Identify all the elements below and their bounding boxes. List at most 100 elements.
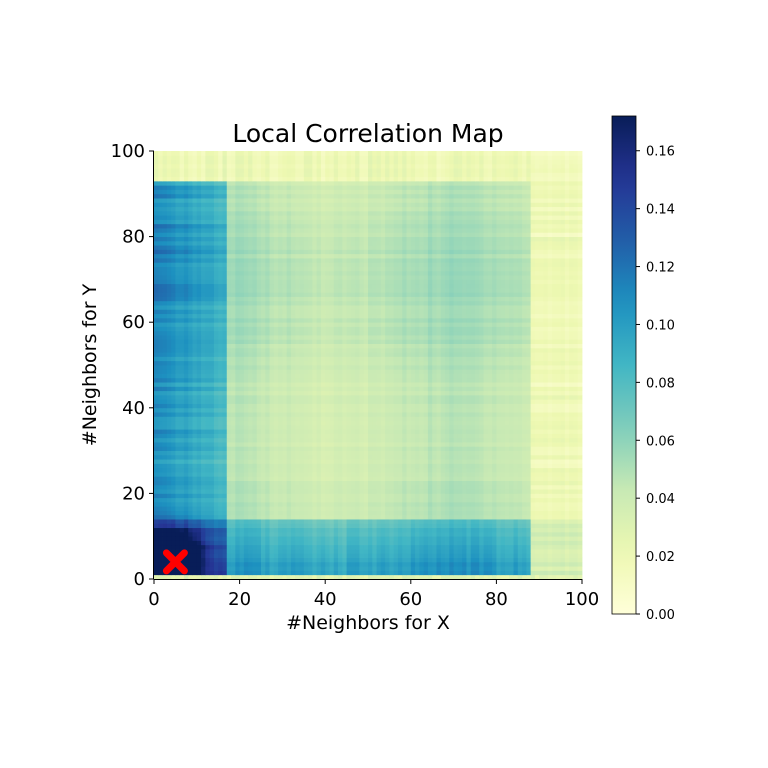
heatmap-cell: [269, 373, 275, 379]
heatmap-cell: [479, 416, 484, 422]
heatmap-cell: [295, 450, 300, 456]
heatmap-cell: [252, 493, 258, 499]
heatmap-cell: [539, 501, 544, 507]
heatmap-cell: [466, 394, 472, 400]
heatmap-cell: [248, 403, 253, 409]
heatmap-cell: [333, 510, 339, 516]
heatmap-cell: [171, 412, 176, 417]
heatmap-cell: [359, 476, 365, 481]
heatmap-cell: [359, 506, 365, 511]
heatmap-cell: [278, 472, 283, 477]
heatmap-cell: [192, 450, 198, 456]
heatmap-cell: [329, 484, 335, 490]
heatmap-cell: [188, 420, 193, 426]
heatmap-cell: [522, 377, 527, 383]
heatmap-cell: [402, 386, 407, 392]
heatmap-cell: [385, 540, 390, 546]
heatmap-cell: [265, 519, 270, 524]
heatmap-cell: [517, 497, 523, 503]
heatmap-cell: [325, 476, 330, 481]
heatmap-cell: [192, 382, 198, 387]
heatmap-cell: [303, 519, 309, 524]
heatmap-cell: [432, 446, 437, 451]
heatmap-cell: [188, 433, 193, 439]
heatmap-cell: [355, 570, 360, 576]
heatmap-cell: [419, 489, 425, 494]
heatmap-cell: [534, 420, 540, 426]
heatmap-cell: [419, 570, 425, 576]
heatmap-cell: [265, 433, 270, 439]
heatmap-cell: [564, 549, 570, 554]
heatmap-cell: [278, 493, 283, 499]
heatmap-cell: [492, 536, 497, 541]
heatmap-cell: [329, 420, 335, 426]
heatmap-cell: [577, 570, 583, 576]
heatmap-cell: [209, 531, 215, 537]
heatmap-cell: [162, 574, 168, 580]
heatmap-cell: [547, 544, 553, 550]
heatmap-cell: [359, 484, 365, 490]
heatmap-cell: [556, 382, 561, 387]
heatmap-cell: [222, 514, 228, 520]
heatmap-cell: [329, 506, 335, 511]
heatmap-cell: [308, 403, 313, 409]
heatmap-cell: [569, 544, 574, 550]
heatmap-cell: [218, 365, 223, 370]
heatmap-cell: [299, 394, 305, 400]
heatmap-cell: [522, 373, 527, 379]
heatmap-cell: [239, 553, 245, 558]
heatmap-cell: [564, 433, 570, 439]
heatmap-cell: [385, 403, 390, 409]
heatmap-cell: [466, 454, 472, 460]
heatmap-cell: [316, 557, 322, 563]
heatmap-cell: [483, 394, 489, 400]
heatmap-cell: [440, 549, 446, 554]
heatmap-cell: [183, 382, 189, 387]
heatmap-cell: [457, 382, 463, 387]
heatmap-cell: [560, 446, 566, 451]
heatmap-cell: [573, 437, 579, 443]
heatmap-cell: [487, 377, 493, 383]
heatmap-cell: [470, 442, 476, 447]
heatmap-cell: [500, 510, 506, 516]
heatmap-cell: [209, 386, 215, 392]
heatmap-cell: [492, 531, 497, 537]
heatmap-cell: [273, 399, 279, 404]
heatmap-cell: [218, 480, 223, 486]
heatmap-cell: [522, 429, 527, 434]
heatmap-cell: [462, 369, 467, 374]
heatmap-cell: [205, 519, 211, 524]
heatmap-cell: [500, 463, 506, 469]
heatmap-cell: [573, 424, 579, 430]
heatmap-cell: [320, 519, 326, 524]
heatmap-cell: [453, 377, 459, 383]
heatmap-cell: [522, 566, 527, 571]
heatmap-cell: [389, 510, 395, 516]
heatmap-cell: [427, 390, 433, 396]
heatmap-cell: [158, 459, 163, 464]
heatmap-cell: [235, 472, 240, 477]
heatmap-cell: [286, 561, 292, 567]
heatmap-cell: [355, 386, 360, 392]
heatmap-cell: [265, 463, 270, 469]
heatmap-cell: [312, 459, 318, 464]
heatmap-cell: [303, 459, 309, 464]
heatmap-cell: [410, 544, 416, 550]
heatmap-cell: [222, 394, 228, 400]
heatmap-cell: [295, 386, 300, 392]
heatmap-cell: [440, 373, 446, 379]
heatmap-cell: [235, 557, 240, 563]
heatmap-cell: [547, 399, 553, 404]
heatmap-cell: [543, 407, 549, 413]
heatmap-cell: [320, 570, 326, 576]
heatmap-cell: [475, 574, 480, 580]
heatmap-cell: [209, 510, 215, 516]
heatmap-cell: [436, 514, 442, 520]
heatmap-cell: [192, 446, 198, 451]
heatmap-cell: [556, 390, 561, 396]
heatmap-cell: [432, 403, 437, 409]
heatmap-cell: [483, 420, 489, 426]
heatmap-cell: [312, 489, 318, 494]
heatmap-cell: [295, 416, 300, 422]
heatmap-cell: [569, 420, 574, 426]
